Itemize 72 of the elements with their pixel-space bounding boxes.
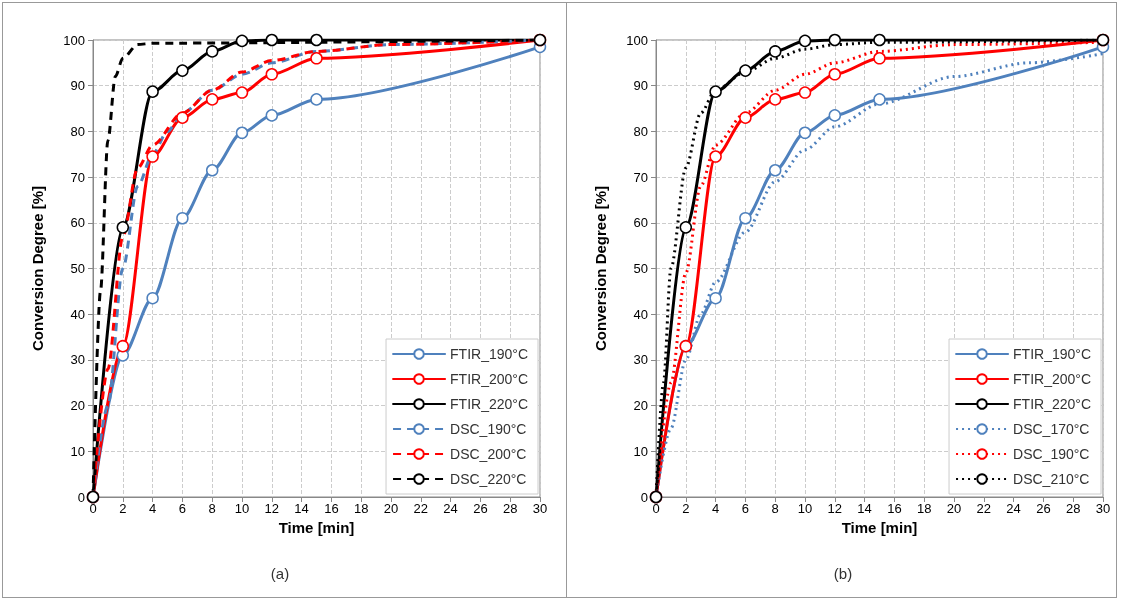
x-tick-label: 16: [324, 501, 339, 516]
y-tick-label: 30: [633, 352, 648, 368]
x-tick-label: 18: [353, 501, 369, 516]
legend-label: FTIR_200°C: [450, 371, 529, 387]
y-tick-label: 40: [633, 306, 648, 322]
y-tick-label: 60: [633, 215, 648, 231]
text: (a): [269, 565, 291, 582]
legend-label: DSC_200°C: [450, 446, 527, 462]
x-tick-label: 20: [946, 501, 962, 516]
x-tick-label: 0: [652, 501, 660, 516]
x-tick-label: 0: [89, 501, 97, 516]
y-axis-title: Conversion Degree [%]: [592, 185, 609, 352]
x-tick-label: 30: [532, 501, 548, 516]
x-axis-title: Time [min]: [841, 518, 918, 536]
x-tick-label: 28: [502, 501, 518, 516]
legend-label: DSC_190°C: [1013, 446, 1090, 462]
y-tick-label: 100: [63, 32, 85, 48]
x-axis-title: Time [min]: [278, 518, 355, 536]
legend-label: FTIR_190°C: [1013, 346, 1092, 362]
y-tick-label: 70: [633, 169, 648, 185]
y-tick-label: 90: [70, 78, 85, 94]
x-tick-label: 22: [976, 501, 992, 516]
y-tick-label: 20: [633, 398, 648, 414]
x-tick-label: 22: [413, 501, 429, 516]
legend-label: DSC_190°C: [450, 421, 527, 437]
legend-label: FTIR_190°C: [450, 346, 529, 362]
x-tick-label: 6: [178, 501, 187, 516]
y-tick-label: 80: [70, 123, 85, 139]
x-tick-label: 2: [682, 501, 690, 516]
x-tick-label: 8: [771, 501, 779, 516]
x-tick-label: 2: [119, 501, 127, 516]
legend-label: FTIR_220°C: [1013, 396, 1092, 412]
text: (b): [832, 565, 854, 582]
x-tick-label: 14: [857, 501, 872, 516]
x-tick-label: 26: [473, 501, 488, 516]
y-tick-label: 40: [70, 306, 85, 322]
y-tick-label: 0: [640, 489, 648, 505]
y-tick-label: 0: [77, 489, 85, 505]
x-tick-label: 12: [264, 501, 280, 516]
x-tick-label: 28: [1065, 501, 1081, 516]
y-tick-label: 10: [70, 443, 85, 459]
legend-label: FTIR_200°C: [1013, 371, 1092, 387]
y-tick-label: 90: [633, 78, 648, 94]
legend-label: DSC_220°C: [450, 471, 527, 487]
y-tick-label: 80: [633, 123, 648, 139]
legend-label: DSC_170°C: [1013, 421, 1090, 437]
x-tick-label: 24: [443, 501, 458, 516]
x-tick-label: 10: [797, 501, 813, 516]
x-tick-label: 18: [916, 501, 932, 516]
x-tick-label: 4: [148, 501, 157, 516]
y-axis-title: Conversion Degree [%]: [29, 185, 46, 352]
x-tick-label: 8: [208, 501, 216, 516]
y-tick-label: 50: [70, 261, 85, 276]
x-tick-label: 26: [1036, 501, 1051, 516]
y-tick-label: 20: [70, 398, 85, 414]
x-tick-label: 20: [383, 501, 399, 516]
x-tick-label: 10: [234, 501, 250, 516]
legend-label: FTIR_220°C: [450, 396, 529, 412]
y-tick-label: 30: [70, 352, 85, 368]
y-tick-label: 60: [70, 215, 85, 231]
legend-label: DSC_210°C: [1013, 471, 1090, 487]
x-tick-label: 12: [827, 501, 843, 516]
y-tick-label: 100: [626, 32, 648, 48]
x-tick-label: 4: [711, 501, 720, 516]
x-tick-label: 24: [1006, 501, 1021, 516]
y-tick-label: 50: [633, 261, 648, 276]
x-tick-label: 16: [887, 501, 902, 516]
x-tick-label: 30: [1095, 501, 1111, 516]
x-tick-label: 14: [294, 501, 309, 516]
y-tick-label: 70: [70, 169, 85, 185]
x-tick-label: 6: [741, 501, 750, 516]
y-tick-label: 10: [633, 443, 648, 459]
